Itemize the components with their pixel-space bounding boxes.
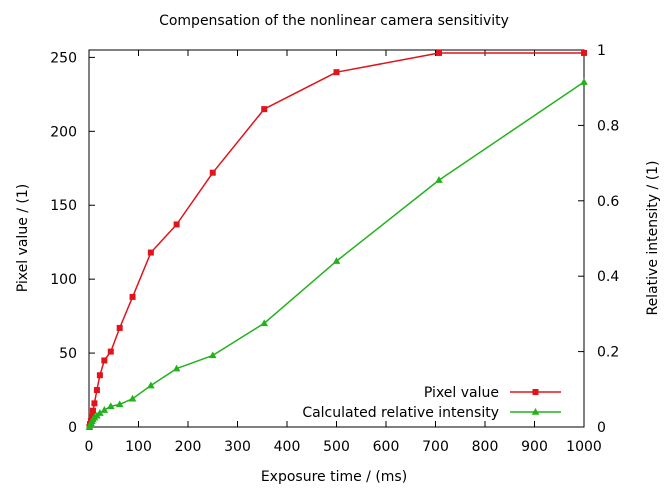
series-1 — [86, 49, 587, 430]
y2-tick-label: 0.4 — [597, 269, 619, 285]
data-point — [435, 49, 442, 56]
y-axis-right: 0 0.2 0.4 0.6 0.8 1 — [578, 43, 619, 436]
data-point — [107, 348, 114, 355]
x-tick-label: 700 — [422, 439, 449, 455]
x-tick-label: 100 — [125, 439, 152, 455]
y-tick-label: 150 — [50, 198, 77, 214]
x-axis-label: Exposure time / (ms) — [261, 469, 407, 485]
legend-item: Calculated relative intensity — [302, 405, 561, 421]
x-axis: 0 100 200 300 400 500 600 700 800 900 1000 — [85, 50, 602, 455]
y-tick-label: 200 — [50, 124, 77, 140]
y2-tick-label: 0 — [597, 420, 606, 436]
y-axis-label: Pixel value / (1) — [15, 184, 31, 293]
y-axis-left: 0 50 100 150 200 250 — [50, 50, 95, 436]
data-point — [532, 389, 539, 395]
legend-item: Pixel value — [424, 385, 561, 401]
data-point — [172, 364, 181, 372]
data-point — [89, 407, 96, 414]
y2-axis-label: Relative intensity / (1) — [645, 160, 661, 315]
series-line — [88, 52, 584, 428]
y-tick-label: 250 — [50, 50, 77, 66]
data-point — [91, 400, 98, 407]
data-point — [93, 387, 100, 394]
legend: Pixel value Calculated relative intensity — [302, 385, 561, 421]
y-tick-label: 100 — [50, 272, 77, 288]
x-tick-label: 400 — [274, 439, 301, 455]
x-tick-label: 500 — [323, 439, 350, 455]
data-point — [260, 319, 269, 327]
x-tick-label: 300 — [224, 439, 251, 455]
data-point — [129, 293, 136, 300]
data-point — [106, 402, 115, 410]
y-tick-label: 50 — [59, 346, 77, 362]
x-tick-label: 1000 — [566, 439, 602, 455]
x-tick-label: 800 — [472, 439, 499, 455]
data-point — [261, 106, 268, 113]
data-point — [100, 406, 109, 413]
data-point — [147, 381, 155, 389]
data-point — [88, 413, 95, 420]
data-point — [96, 409, 104, 416]
data-point — [173, 221, 180, 228]
y2-tick-label: 1 — [597, 43, 606, 59]
x-tick-label: 0 — [85, 439, 94, 455]
x-tick-label: 200 — [175, 439, 202, 455]
data-point — [580, 78, 588, 85]
data-point — [209, 169, 216, 176]
series-line — [88, 81, 585, 428]
data-point — [116, 324, 123, 331]
data-point — [435, 176, 443, 183]
x-tick-label: 900 — [521, 439, 548, 455]
data-point — [531, 408, 540, 415]
y-tick-label: 0 — [68, 420, 77, 436]
data-point — [128, 394, 137, 402]
data-point — [581, 49, 587, 56]
y2-tick-label: 0.2 — [597, 345, 619, 361]
series-2 — [85, 78, 588, 430]
series-layer — [85, 49, 588, 430]
chart-title: Compensation of the nonlinear camera sen… — [159, 13, 509, 29]
data-point — [101, 357, 108, 364]
legend-label: Calculated relative intensity — [302, 405, 499, 421]
x-tick-label: 600 — [373, 439, 400, 455]
data-point — [147, 249, 154, 256]
y2-tick-label: 0.6 — [597, 194, 619, 210]
data-point — [332, 257, 341, 264]
legend-label: Pixel value — [424, 385, 499, 401]
data-point — [333, 69, 340, 76]
data-point — [208, 351, 217, 359]
data-point — [115, 400, 124, 408]
y2-tick-label: 0.8 — [597, 118, 619, 134]
data-point — [96, 372, 103, 379]
